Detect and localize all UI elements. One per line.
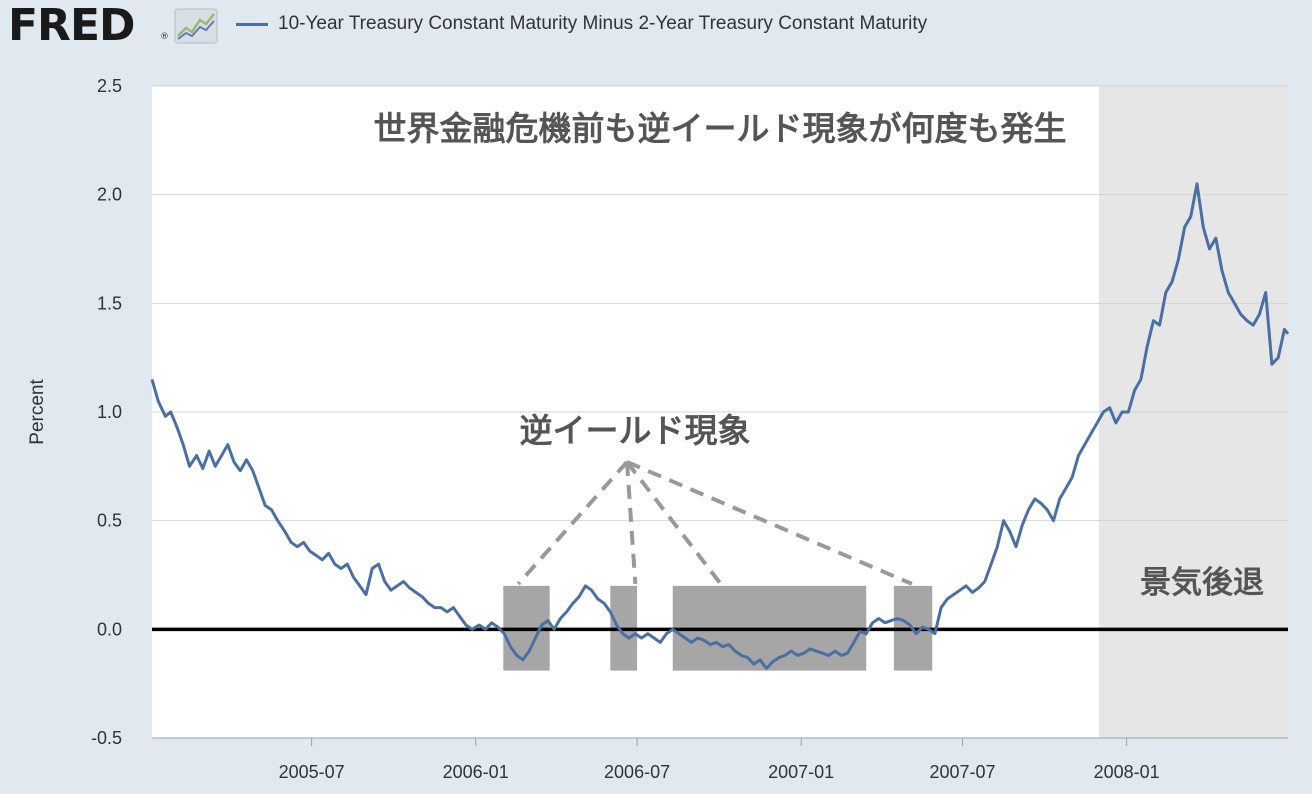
callout-dash: [625, 460, 723, 586]
y-tick-label: 0.0: [97, 619, 122, 639]
x-tick-label: 2006-01: [443, 762, 509, 782]
recession-label: 景気後退: [1140, 565, 1264, 601]
inversion-label: 逆イールド現象: [520, 411, 751, 450]
callout-dash: [516, 460, 629, 586]
y-tick-label: 2.0: [97, 185, 122, 205]
headline-annotation: 世界金融危機前も逆イールド現象が何度も発生: [374, 109, 1067, 148]
registered-mark: ®: [160, 32, 169, 42]
x-axis: 2005-07 2006-01 2006-07 2007-01 2007-07 2008-…: [152, 737, 1288, 782]
y-tick-label: 1.0: [97, 402, 122, 422]
chart-header: FRED ® 10-Year Treasury Constant Maturit…: [0, 0, 1312, 56]
y-tick-label: 1.5: [97, 293, 122, 313]
y-tick-label: -0.5: [91, 728, 122, 748]
callout-dash: [626, 460, 913, 586]
chart-line-icon: [174, 8, 218, 44]
series-line[interactable]: [150, 182, 1290, 670]
fred-logo[interactable]: FRED: [8, 0, 136, 51]
legend-swatch: [236, 23, 268, 26]
y-tick-label: 0.5: [97, 511, 122, 531]
y-axis: -0.5 0.0 0.5 1.0 1.5 2.0 2.5: [91, 76, 122, 748]
y-tick-label: 2.5: [97, 76, 122, 96]
callout-dash: [625, 461, 638, 585]
x-tick-label: 2007-01: [768, 762, 834, 782]
x-tick-label: 2008-01: [1094, 762, 1160, 782]
x-tick-label: 2007-07: [930, 762, 996, 782]
y-axis-label: Percent: [27, 379, 48, 445]
x-tick-label: 2005-07: [279, 762, 345, 782]
callout-dashes: [516, 460, 913, 586]
x-tick-label: 2006-07: [604, 762, 670, 782]
legend-label: 10-Year Treasury Constant Maturity Minus…: [278, 13, 928, 34]
